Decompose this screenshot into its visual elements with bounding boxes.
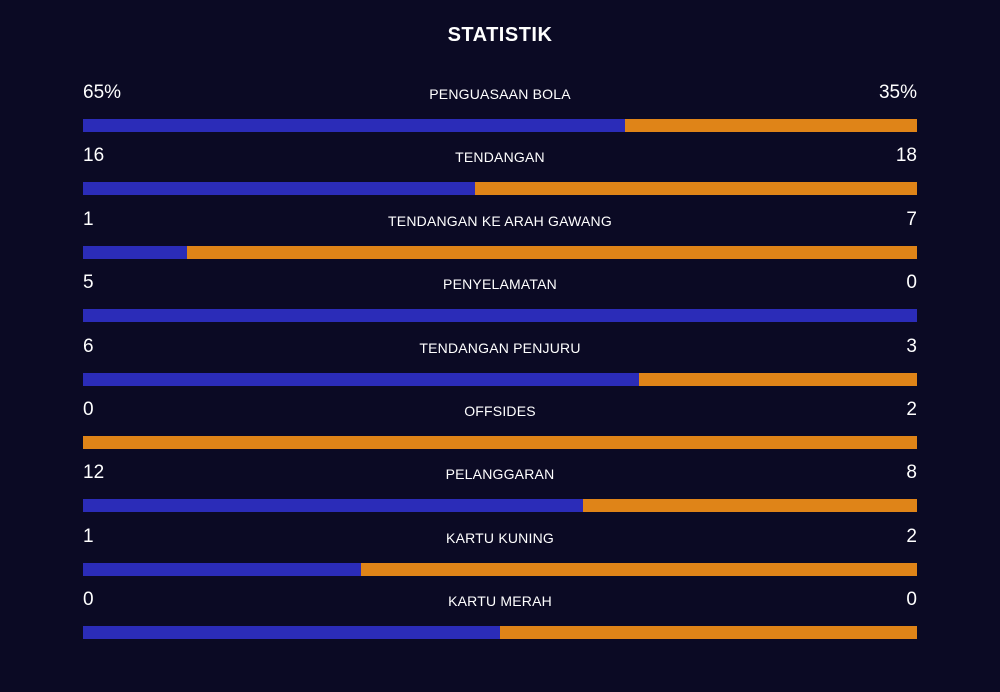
stat-label: KARTU MERAH (448, 593, 552, 610)
away-value: 2 (906, 525, 917, 547)
stats-title: STATISTIK (447, 24, 553, 46)
stat-label: PENGUASAAN BOLA (429, 86, 571, 102)
away-value: 2 (906, 398, 917, 420)
stat-row-saves: 5 PENYELAMATAN 0 (83, 270, 917, 333)
stat-row-corners: 6 TENDANGAN PENJURU 3 (83, 334, 917, 397)
home-value: 6 (83, 335, 94, 357)
home-bar-fill (83, 119, 626, 132)
home-bar-fill (83, 372, 640, 386)
stat-label: TENDANGAN KE ARAH GAWANG (388, 212, 612, 229)
home-bar-fill (83, 245, 188, 259)
home-bar-fill (83, 499, 584, 513)
stat-bar (83, 119, 917, 132)
away-value: 3 (906, 335, 917, 357)
home-bar-fill (83, 626, 500, 640)
away-bar-fill (83, 435, 917, 449)
away-value: 18 (895, 145, 917, 167)
away-bar-fill (625, 119, 917, 132)
stat-label: KARTU KUNING (446, 529, 554, 546)
home-value: 65% (83, 82, 122, 103)
home-value: 1 (83, 208, 94, 230)
home-value: 5 (83, 272, 94, 294)
home-bar-fill (83, 562, 361, 576)
home-value: 12 (83, 462, 105, 484)
stat-bar (83, 499, 917, 513)
stat-row-possession: 65% PENGUASAAN BOLA 35% (83, 80, 917, 143)
stat-label: TENDANGAN PENJURU (419, 339, 581, 356)
stat-label: TENDANGAN (455, 149, 545, 166)
away-value: 35% (878, 82, 917, 103)
home-value: 16 (83, 145, 105, 167)
home-bar-fill (83, 182, 475, 196)
away-bar-fill (500, 626, 917, 640)
away-bar-fill (360, 562, 917, 576)
stat-label: OFFSIDES (464, 402, 536, 419)
home-value: 1 (83, 525, 94, 547)
stat-label: PELANGGARAN (445, 466, 555, 483)
away-bar-fill (639, 372, 917, 386)
stat-row-shots-on-target: 1 TENDANGAN KE ARAH GAWANG 7 (83, 207, 917, 270)
stat-row-fouls: 12 PELANGGARAN 8 (83, 460, 917, 523)
away-value: 0 (906, 589, 917, 611)
stat-bar (83, 309, 917, 323)
stat-bar (83, 182, 917, 196)
stat-label: PENYELAMATAN (443, 276, 557, 293)
stat-row-shots: 16 TENDANGAN 18 (83, 143, 917, 206)
away-value: 8 (906, 462, 917, 484)
away-bar-fill (187, 245, 917, 259)
away-bar-fill (474, 182, 917, 196)
stat-bar (83, 245, 917, 259)
stat-bar (83, 435, 917, 449)
stats-list: 65% PENGUASAAN BOLA 35% 16 TENDANGAN 18 … (83, 80, 917, 651)
home-value: 0 (83, 589, 94, 611)
away-bar-fill (583, 499, 917, 513)
stat-row-yellow-cards: 1 KARTU KUNING 2 (83, 524, 917, 587)
away-value: 0 (906, 272, 917, 294)
home-value: 0 (83, 398, 94, 420)
stat-row-offsides: 0 OFFSIDES 2 (83, 397, 917, 460)
stat-bar (83, 626, 917, 640)
stat-row-red-cards: 0 KARTU MERAH 0 (83, 587, 917, 650)
stat-bar (83, 562, 917, 576)
home-bar-fill (83, 309, 917, 323)
away-value: 7 (906, 208, 917, 230)
stat-bar (83, 372, 917, 386)
